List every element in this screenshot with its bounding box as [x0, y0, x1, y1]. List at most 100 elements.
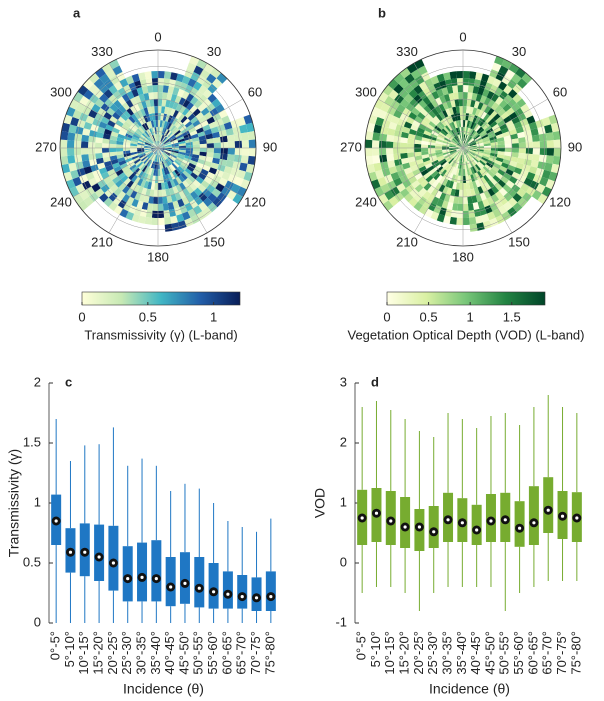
heat-cell — [81, 141, 89, 148]
heat-cell — [463, 196, 468, 205]
heat-cell — [463, 148, 470, 150]
heat-cell — [202, 164, 211, 172]
heat-cell — [113, 187, 122, 197]
heat-cell — [186, 123, 195, 131]
heat-cell — [155, 168, 158, 177]
heat-cell — [414, 103, 424, 112]
heat-cell — [178, 145, 187, 148]
heat-cell — [458, 189, 463, 197]
x-tick-label: 75°-80° — [262, 631, 277, 675]
heat-cell — [440, 169, 447, 177]
heat-cell — [129, 105, 137, 114]
heat-cell — [409, 188, 419, 198]
heat-cell — [531, 134, 540, 142]
heat-cell — [417, 65, 428, 76]
heat-cell — [122, 148, 131, 152]
heat-cell — [158, 175, 162, 184]
heat-cell — [472, 173, 478, 181]
heat-cell — [517, 174, 527, 183]
heat-cell — [158, 143, 164, 148]
heat-cell — [464, 120, 468, 128]
heat-cell — [366, 122, 376, 133]
heat-cell — [153, 148, 158, 154]
box — [165, 557, 176, 607]
heat-cell — [408, 89, 418, 99]
heat-cell — [133, 111, 141, 120]
heat-cell — [60, 139, 68, 148]
heat-cell — [213, 137, 221, 144]
heat-cell — [152, 161, 156, 169]
heat-cell — [130, 140, 138, 145]
heat-cell — [499, 90, 508, 100]
heat-cell — [144, 158, 150, 166]
heat-cell — [426, 93, 435, 103]
heat-cell — [508, 111, 518, 120]
heat-cell — [409, 98, 419, 108]
heat-cell — [177, 123, 185, 130]
heat-cell — [472, 131, 478, 139]
heat-cell — [511, 171, 521, 180]
heat-cell — [131, 123, 139, 130]
heat-cell — [438, 121, 445, 129]
heat-cell — [196, 127, 204, 134]
box — [471, 504, 482, 545]
heat-cell — [164, 181, 169, 190]
heat-cell — [501, 211, 512, 221]
heat-cell — [377, 109, 387, 120]
heat-cell — [485, 115, 493, 124]
heat-cell — [442, 140, 450, 145]
heat-cell — [487, 99, 496, 108]
heat-cell — [177, 220, 187, 230]
heat-cell — [479, 207, 487, 216]
heat-cell — [456, 146, 463, 148]
heat-cell — [83, 196, 94, 207]
heat-cell — [467, 128, 472, 136]
heat-cell — [467, 160, 472, 168]
heat-cell — [145, 210, 153, 218]
theta-tick-label: 300 — [355, 84, 377, 99]
y-tick-label: 2 — [34, 374, 41, 389]
heat-cell — [151, 113, 156, 121]
heat-cell — [504, 139, 512, 145]
median-dot — [446, 518, 450, 522]
heat-cell — [158, 142, 163, 148]
heat-cell — [116, 140, 124, 145]
heat-cell — [448, 195, 455, 204]
theta-tick-label: 330 — [91, 44, 113, 59]
heat-cell — [161, 153, 166, 161]
heat-cell — [465, 134, 469, 142]
heat-cell — [206, 171, 216, 180]
heat-cell — [479, 130, 486, 136]
heat-cell — [490, 152, 498, 158]
heat-cell — [461, 141, 463, 148]
heat-cell — [402, 179, 412, 189]
heat-cell — [192, 151, 200, 156]
heat-cell — [491, 185, 499, 194]
heat-cell — [491, 102, 499, 111]
heat-cell — [458, 91, 463, 100]
theta-tick-label: 210 — [396, 235, 418, 250]
heat-cell — [189, 105, 198, 114]
heat-cell — [174, 169, 181, 177]
heat-cell — [101, 148, 110, 153]
heat-cell — [171, 146, 179, 148]
heat-cell — [200, 180, 210, 189]
heat-cell — [158, 148, 160, 155]
heat-cell — [479, 119, 486, 127]
heat-cell — [493, 127, 502, 134]
heat-cell — [403, 121, 413, 129]
heat-cell — [103, 160, 112, 168]
heat-cell — [494, 182, 503, 191]
box — [428, 506, 439, 548]
heat-cell — [422, 157, 431, 163]
heat-cell — [117, 116, 126, 124]
heat-cell — [189, 160, 198, 166]
heat-cell — [117, 199, 127, 209]
heat-cell — [154, 161, 157, 169]
heat-cell — [470, 174, 475, 182]
heat-cell — [499, 165, 508, 173]
heat-cell — [463, 182, 467, 190]
heat-cell — [443, 162, 450, 170]
x-tick-label: 45°-50° — [176, 631, 191, 675]
heat-cell — [203, 89, 213, 99]
